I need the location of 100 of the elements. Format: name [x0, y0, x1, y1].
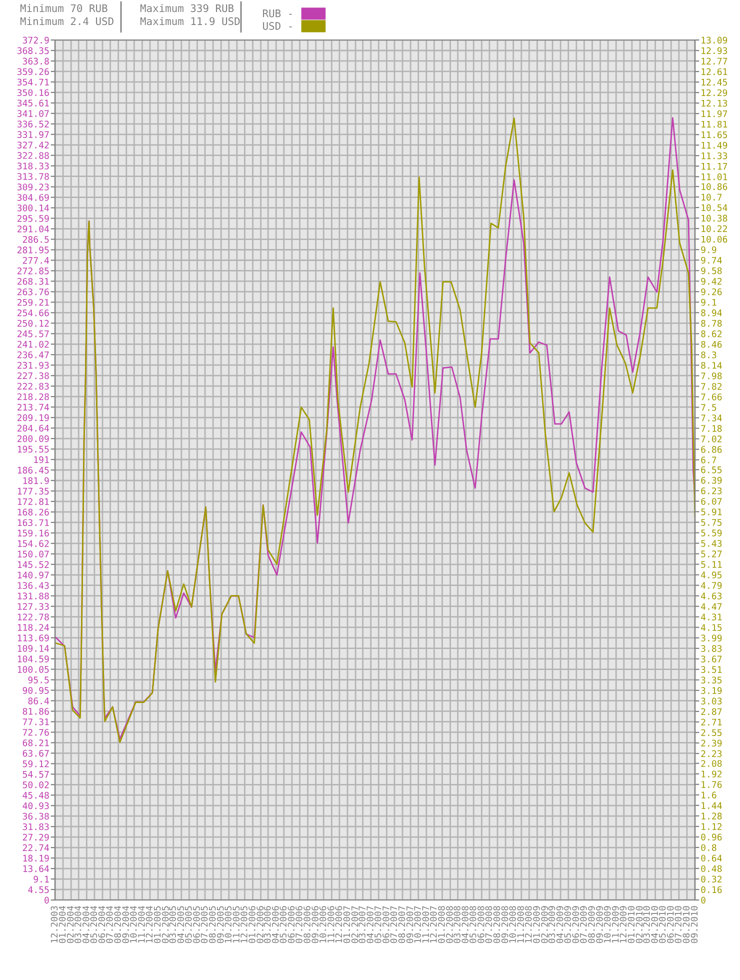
- y2-tick-label: 6.07: [701, 498, 722, 505]
- y-tick-label: 350.16: [17, 89, 49, 96]
- y2-tick-label: 9.58: [701, 267, 722, 274]
- y2-tick-label: 7.5: [701, 404, 716, 411]
- y2-tick-label: 2.87: [701, 708, 722, 716]
- y2-tick-label: 11.97: [702, 110, 728, 118]
- x-tick-label: 08.2006: [304, 906, 310, 944]
- y-tick-label: 172.81: [18, 498, 49, 506]
- x-tick-label: 10.2007: [414, 906, 421, 943]
- x-tick-label: 09.2008: [501, 906, 508, 944]
- y2-tick-label: 6.7: [701, 456, 716, 464]
- y2-tick-label: 7.82: [701, 382, 722, 390]
- y2-tick-label: 10.38: [702, 214, 728, 222]
- text: Minimum 2.4 USD: [20, 17, 114, 26]
- y2-tick-label: 9.9: [701, 246, 716, 254]
- y-tick-label: 100.05: [18, 666, 49, 673]
- y-tick-label: 250.12: [18, 320, 49, 327]
- x-tick-label: 02.2008: [446, 906, 453, 944]
- x-tick-label: 02.2005: [162, 906, 169, 944]
- y2-tick-label: 9.74: [701, 256, 722, 264]
- y-tick-label: 59.12: [22, 760, 49, 768]
- x-tick-label: 04.2004: [82, 906, 90, 944]
- x-tick-label: 08.2009: [588, 906, 595, 944]
- y-tick-label: 281.95: [18, 246, 49, 254]
- x-tick-label: 07.2008: [485, 906, 492, 944]
- y-tick-label: 254.66: [18, 309, 49, 316]
- x-tick-label: 03.2008: [454, 906, 460, 944]
- y2-tick-label: 5.75: [701, 519, 722, 526]
- y2-tick-label: 6.86: [701, 446, 722, 453]
- x-tick-label: 08.2004: [114, 906, 121, 944]
- legend-label: USD -: [263, 22, 292, 30]
- y2-tick-label: 5.27: [701, 550, 722, 558]
- x-tick-label: 05.2004: [90, 906, 98, 944]
- text: Minimum 70 RUB: [20, 4, 108, 12]
- y-tick-label: 327.42: [17, 142, 49, 148]
- y-tick-label: 181.9: [23, 477, 49, 484]
- y-tick-label: 191: [34, 456, 49, 464]
- x-tick-label: 06.2009: [572, 906, 580, 944]
- x-tick-label: 08.2007: [398, 906, 406, 944]
- y2-tick-label: 8.62: [701, 330, 722, 338]
- y2-tick-label: 9.26: [701, 288, 722, 296]
- y2-tick-label: 10.22: [702, 225, 727, 232]
- y2-tick-label: 13.09: [702, 36, 728, 44]
- y-tick-label: 268.31: [18, 278, 49, 285]
- y-tick-label: 300.14: [17, 204, 50, 212]
- y2-tick-label: 12.29: [702, 89, 728, 96]
- y2-tick-label: 6.23: [701, 487, 722, 494]
- y2-tick-label: 7.34: [701, 414, 722, 422]
- y-tick-label: 168.26: [18, 508, 49, 516]
- y2-tick-label: 0.64: [701, 854, 722, 862]
- y-tick-label: 122.78: [18, 614, 49, 620]
- y-tick-label: 27.29: [22, 834, 49, 841]
- y-tick-label: 9.1: [34, 876, 49, 883]
- y2-tick-label: 2.71: [701, 718, 722, 726]
- y2-tick-label: 2.23: [701, 750, 722, 758]
- y2-tick-label: 5.43: [701, 540, 722, 547]
- y2-tick-label: 3.35: [701, 676, 722, 684]
- x-tick-label: 03.2005: [169, 906, 176, 944]
- y2-tick-label: 1.28: [702, 812, 722, 820]
- x-tick-label: 05.2007: [374, 906, 382, 944]
- text: Maximum 339 RUB: [140, 4, 234, 12]
- x-tick-label: 07.2009: [580, 906, 587, 944]
- y-tick-label: 359.26: [17, 68, 49, 76]
- y-tick-label: 213.74: [18, 404, 50, 411]
- x-tick-label: 10.2004: [130, 906, 137, 943]
- y-tick-label: 81.86: [22, 708, 49, 715]
- y2-tick-label: 11.33: [702, 152, 728, 160]
- y-tick-label: 345.61: [17, 100, 49, 107]
- y-tick-label: 72.76: [22, 728, 49, 736]
- y-tick-label: 40.93: [22, 802, 49, 810]
- x-tick-label: 08.2005: [208, 906, 216, 944]
- x-tick-label: 06.2007: [382, 906, 390, 944]
- y2-tick-label: 11.65: [702, 131, 728, 138]
- y-tick-label: 291.04: [18, 226, 50, 232]
- y-tick-label: 259.21: [18, 298, 49, 306]
- x-tick-label: 12.2003: [50, 906, 58, 943]
- y2-tick-label: 11.49: [702, 142, 728, 149]
- x-tick-label: 06.2004: [98, 906, 106, 944]
- y-tick-label: 227.38: [18, 372, 49, 380]
- y-tick-label: 4.55: [28, 886, 49, 894]
- y2-tick-label: 7.18: [701, 425, 722, 432]
- y2-tick-label: 0.16: [701, 886, 722, 894]
- y-tick-label: 186.45: [18, 466, 49, 474]
- x-tick-label: 07.2004: [106, 906, 113, 944]
- y-tick-label: 109.14: [18, 645, 50, 652]
- y-tick-label: 131.88: [18, 592, 49, 600]
- y-tick-label: 86.4: [28, 697, 50, 704]
- legend-label: RUB -: [263, 10, 292, 18]
- y2-tick-label: 10.54: [702, 204, 728, 212]
- y-tick-label: 341.07: [17, 110, 49, 117]
- y-tick-label: 336.52: [17, 120, 49, 128]
- x-tick-label: 10.2005: [224, 906, 232, 943]
- y-tick-label: 45.48: [22, 792, 49, 799]
- x-tick-label: 02.2007: [351, 906, 358, 944]
- y-tick-label: 90.95: [22, 687, 49, 694]
- y-tick-label: 22.74: [22, 844, 50, 852]
- x-tick-label: 06.2006: [288, 906, 295, 944]
- y2-tick-label: 9.42: [701, 278, 722, 285]
- y2-tick-label: 1.6: [702, 792, 716, 798]
- y-tick-label: 277.4: [22, 257, 50, 264]
